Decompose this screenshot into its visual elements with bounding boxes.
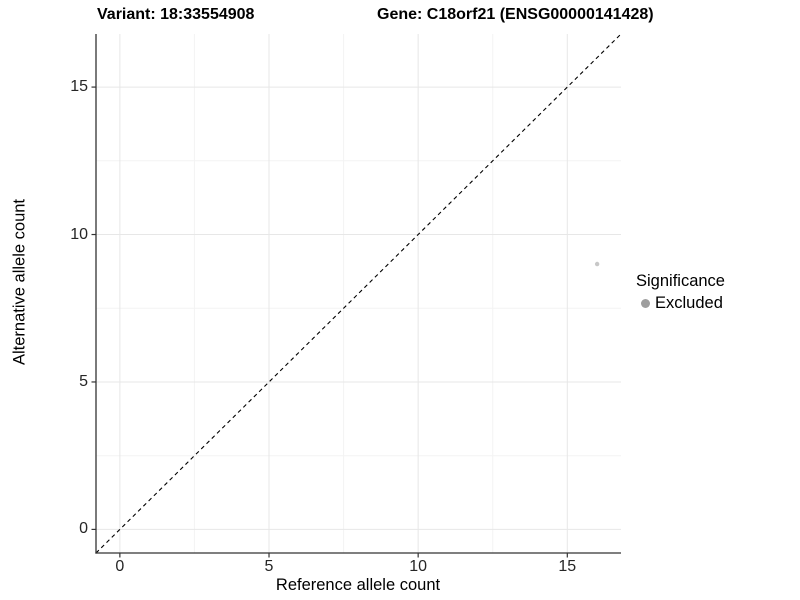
identity-reference-line <box>96 34 621 553</box>
x-tick-label: 10 <box>409 558 428 575</box>
plot-title-variant: Variant: 18:33554908 <box>97 6 255 23</box>
legend-point-icon <box>641 299 650 308</box>
x-axis-title: Reference allele count <box>275 576 441 594</box>
legend: Significance Excluded <box>630 268 800 320</box>
legend-title: Significance <box>636 272 725 290</box>
legend-item-label: Excluded <box>655 294 723 312</box>
x-tick-label: 15 <box>558 558 577 575</box>
y-tick-label: 10 <box>70 225 88 243</box>
data-point <box>594 261 600 267</box>
y-tick-label: 0 <box>79 520 88 538</box>
x-tick-label: 0 <box>115 558 125 575</box>
x-tick-label: 5 <box>264 558 274 575</box>
y-tick-label: 5 <box>79 372 88 390</box>
y-axis-title: Alternative allele count <box>10 198 29 366</box>
plot-title-gene: Gene: C18orf21 (ENSG00000141428) <box>377 6 654 23</box>
y-tick-label: 15 <box>70 78 88 96</box>
